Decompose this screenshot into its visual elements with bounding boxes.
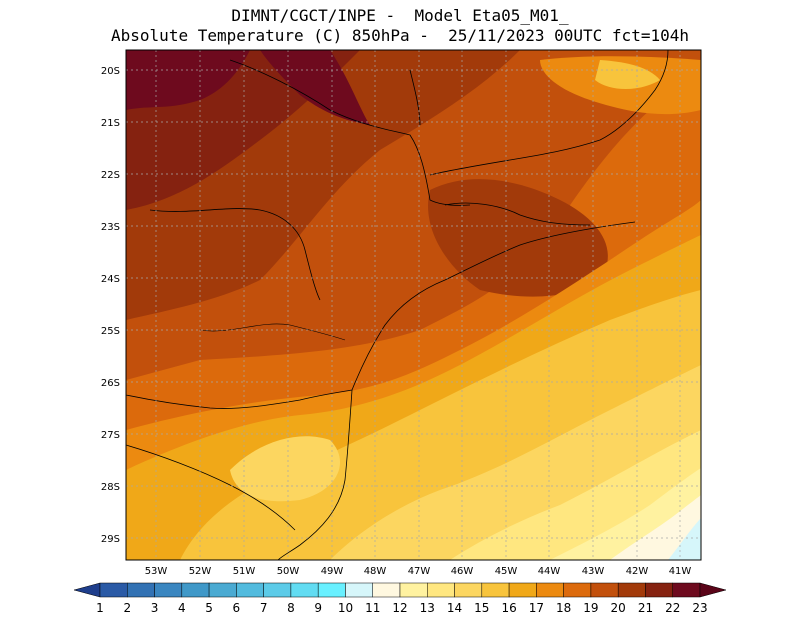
lon-label: 50W bbox=[277, 566, 300, 577]
lat-label: 24S bbox=[101, 274, 120, 285]
colorbar-label: 11 bbox=[365, 601, 380, 615]
colorbar-label: 15 bbox=[474, 601, 489, 615]
colorbar-label: 13 bbox=[420, 601, 435, 615]
colorbar-label: 12 bbox=[392, 601, 407, 615]
colorbar-label: 7 bbox=[260, 601, 268, 615]
lat-label: 28S bbox=[101, 482, 120, 493]
lat-label: 23S bbox=[101, 222, 120, 233]
colorbar-segment bbox=[590, 582, 619, 598]
colorbar-label: 20 bbox=[611, 601, 626, 615]
colorbar-label: 19 bbox=[583, 601, 598, 615]
lat-label: 25S bbox=[101, 326, 120, 337]
lon-label: 48W bbox=[364, 566, 387, 577]
colorbar-segment bbox=[290, 582, 319, 598]
colorbar-max-arrow bbox=[699, 582, 727, 598]
colorbar-segment bbox=[508, 582, 537, 598]
temperature-field bbox=[126, 50, 701, 560]
colorbar-label: 16 bbox=[501, 601, 516, 615]
colorbar-segment bbox=[345, 582, 373, 598]
colorbar-segment bbox=[481, 582, 510, 598]
colorbar-segment bbox=[181, 582, 210, 598]
colorbar-segment bbox=[454, 582, 483, 598]
colorbar-label: 10 bbox=[338, 601, 353, 615]
colorbar-segment bbox=[536, 582, 564, 598]
colorbar-segment bbox=[672, 582, 701, 598]
colorbar-label: 8 bbox=[287, 601, 295, 615]
lon-label: 43W bbox=[582, 566, 605, 577]
graticule bbox=[126, 50, 701, 560]
lon-label: 49W bbox=[321, 566, 344, 577]
lat-label: 22S bbox=[101, 170, 120, 181]
colorbar-segment bbox=[645, 582, 673, 598]
colorbar-segment bbox=[263, 582, 292, 598]
lon-label: 44W bbox=[538, 566, 561, 577]
lon-label: 41W bbox=[669, 566, 692, 577]
map-title-line-2: Absolute Temperature (C) 850hPa - 25/11/… bbox=[111, 26, 689, 45]
map-frame bbox=[125, 49, 702, 561]
colorbar-segment bbox=[563, 582, 592, 598]
colorbar-label: 6 bbox=[233, 601, 241, 615]
colorbar-label: 21 bbox=[638, 601, 653, 615]
colorbar-label: 4 bbox=[178, 601, 186, 615]
colorbar-segment bbox=[372, 582, 401, 598]
lat-label: 21S bbox=[101, 118, 120, 129]
colorbar-segment bbox=[99, 582, 128, 598]
colorbar-label: 22 bbox=[665, 601, 680, 615]
lon-label: 46W bbox=[451, 566, 474, 577]
colorbar-label: 17 bbox=[529, 601, 544, 615]
lat-label: 29S bbox=[101, 534, 120, 545]
colorbar-label: 23 bbox=[692, 601, 707, 615]
lon-label: 42W bbox=[626, 566, 649, 577]
colorbar-label: 9 bbox=[314, 601, 322, 615]
colorbar-segment bbox=[236, 582, 264, 598]
lon-label: 53W bbox=[145, 566, 168, 577]
colorbar-segment bbox=[399, 582, 428, 598]
colorbar-segment bbox=[127, 582, 155, 598]
colorbar-label: 2 bbox=[123, 601, 131, 615]
lon-label: 52W bbox=[189, 566, 212, 577]
colorbar-label: 1 bbox=[96, 601, 104, 615]
colorbar-segment bbox=[154, 582, 183, 598]
colorbar: 1 2 3 4 5 6 7 8 9 10 11 12 13 14 15 16 17 18 19 20 21 22 23 bbox=[73, 582, 727, 615]
map-title-line-1: DIMNT/CGCT/INPE - Model Eta05_M01_ bbox=[231, 6, 569, 25]
colorbar-segment bbox=[208, 582, 237, 598]
lat-label: 20S bbox=[101, 66, 120, 77]
lat-label: 26S bbox=[101, 378, 120, 389]
longitude-labels: 53W 52W 51W 50W 49W 48W 47W 46W 45W 44W … bbox=[145, 566, 692, 577]
lat-label: 27S bbox=[101, 430, 120, 441]
lon-label: 51W bbox=[233, 566, 256, 577]
colorbar-label: 14 bbox=[447, 601, 462, 615]
latitude-labels: 20S 21S 22S 23S 24S 25S 26S 27S 28S 29S bbox=[101, 66, 120, 545]
colorbar-label: 18 bbox=[556, 601, 571, 615]
lon-label: 45W bbox=[495, 566, 518, 577]
colorbar-segment bbox=[617, 582, 646, 598]
colorbar-min-arrow bbox=[73, 582, 101, 598]
colorbar-segment bbox=[427, 582, 455, 598]
colorbar-segment bbox=[317, 582, 346, 598]
colorbar-label: 5 bbox=[205, 601, 213, 615]
lon-label: 47W bbox=[408, 566, 431, 577]
colorbar-label: 3 bbox=[151, 601, 159, 615]
